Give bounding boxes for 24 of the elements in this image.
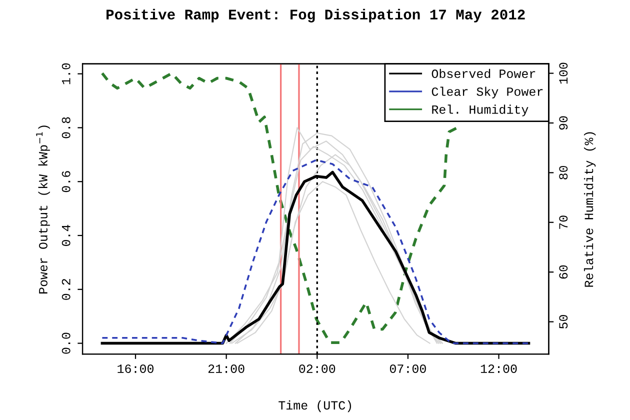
y-tick-label: 1.0 <box>62 63 70 84</box>
y-tick-label: 0.2 <box>62 279 70 300</box>
y2-tick-label: 60 <box>559 265 568 279</box>
y2-tick-label: 70 <box>559 216 568 229</box>
x-tick-label: 12:00 <box>480 364 517 373</box>
legend-label: Clear Sky Power <box>432 86 543 98</box>
y-tick-label: 0.4 <box>62 224 70 246</box>
legend-label: Rel. Humidity <box>432 104 528 116</box>
y2-axis-title: Relative Humidity (%) <box>584 132 596 287</box>
y2-tick-label: 100 <box>559 62 568 84</box>
x-tick-label: 16:00 <box>118 364 154 373</box>
y-tick-label: 0.0 <box>62 332 70 354</box>
x-axis-title: Time (UTC) <box>278 400 352 412</box>
y-tick-label: 0.6 <box>62 171 70 192</box>
y-axis-title: Power Output (kW kWp$^{−1}$) <box>36 126 50 294</box>
legend-label: Observed Power <box>432 68 536 78</box>
x-tick-label: 21:00 <box>208 364 244 373</box>
x-tick-label: 02:00 <box>299 364 336 373</box>
y2-tick-label: 50 <box>559 315 568 328</box>
x-tick-label: 07:00 <box>390 364 426 373</box>
y2-tick-label: 90 <box>559 116 568 130</box>
y-tick-label: 0.8 <box>62 117 70 138</box>
chart-title: Positive Ramp Event: Fog Dissipation 17 May 2012 <box>106 8 525 22</box>
y2-tick-label: 80 <box>559 166 568 180</box>
